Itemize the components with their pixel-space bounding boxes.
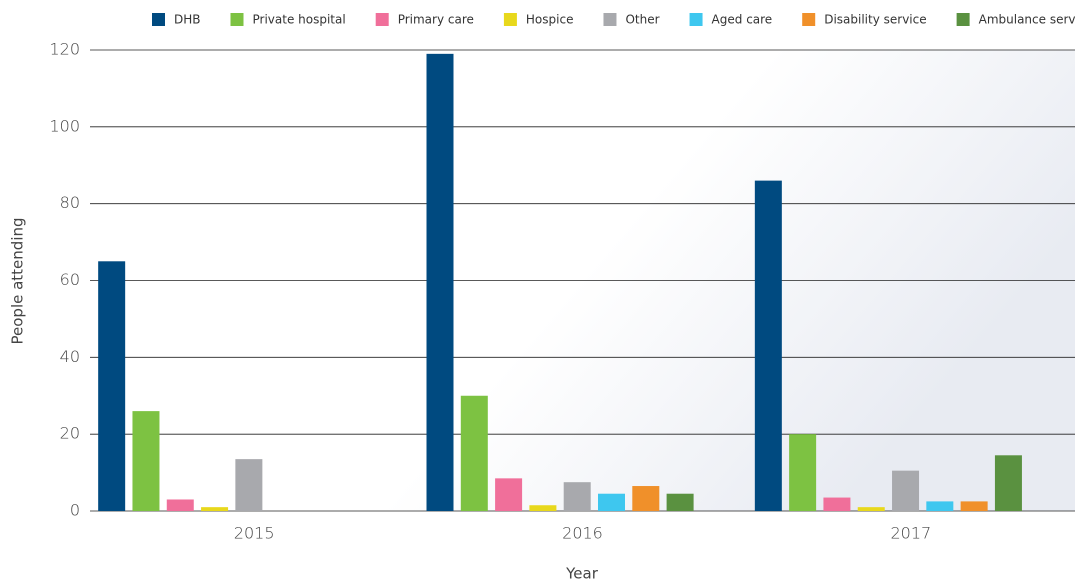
y-tick-label: 80 bbox=[60, 193, 80, 212]
y-tick-label: 100 bbox=[49, 116, 80, 135]
legend-label: Hospice bbox=[526, 13, 574, 27]
legend-swatch bbox=[956, 13, 970, 26]
legend-swatch bbox=[802, 13, 816, 26]
bar bbox=[132, 411, 160, 511]
bar bbox=[892, 470, 920, 511]
bar bbox=[495, 478, 523, 511]
y-tick-label: 20 bbox=[60, 424, 80, 443]
bar bbox=[529, 505, 557, 511]
legend-label: Ambulance service bbox=[979, 13, 1075, 27]
legend-label: DHB bbox=[174, 13, 201, 27]
bar bbox=[426, 53, 454, 511]
bar bbox=[598, 493, 625, 511]
y-tick-label: 120 bbox=[49, 40, 80, 59]
y-tick-label: 40 bbox=[60, 347, 80, 366]
legend-swatch bbox=[689, 13, 703, 26]
bar bbox=[666, 493, 694, 511]
x-tick-label: 2017 bbox=[890, 524, 931, 543]
legend-label: Disability service bbox=[824, 13, 926, 27]
bar bbox=[460, 395, 488, 511]
bar bbox=[994, 455, 1022, 511]
legend-swatch bbox=[503, 13, 517, 26]
bar bbox=[235, 459, 263, 511]
bar bbox=[98, 261, 126, 511]
legend-label: Aged care bbox=[712, 13, 773, 27]
y-axis-label: People attending bbox=[9, 217, 27, 344]
bar bbox=[754, 180, 782, 511]
legend-label: Other bbox=[625, 13, 659, 27]
bar bbox=[166, 499, 194, 511]
bar bbox=[857, 507, 885, 511]
bar bbox=[926, 501, 954, 511]
legend-swatch bbox=[375, 13, 389, 26]
bar bbox=[960, 501, 988, 511]
x-tick-label: 2016 bbox=[562, 524, 603, 543]
bar bbox=[789, 434, 817, 511]
y-tick-label: 60 bbox=[60, 270, 80, 289]
legend-swatch bbox=[230, 13, 244, 26]
y-tick-label: 0 bbox=[70, 501, 80, 520]
legend-swatch bbox=[152, 13, 165, 26]
legend-label: Private hospital bbox=[253, 13, 346, 27]
x-tick-label: 2015 bbox=[234, 524, 275, 543]
legend-label: Primary care bbox=[398, 13, 474, 27]
bar bbox=[201, 507, 229, 511]
bar bbox=[823, 497, 851, 511]
x-axis-label: Year bbox=[565, 565, 599, 583]
bar bbox=[563, 482, 591, 511]
legend-swatch bbox=[603, 13, 617, 26]
bar bbox=[632, 486, 660, 511]
